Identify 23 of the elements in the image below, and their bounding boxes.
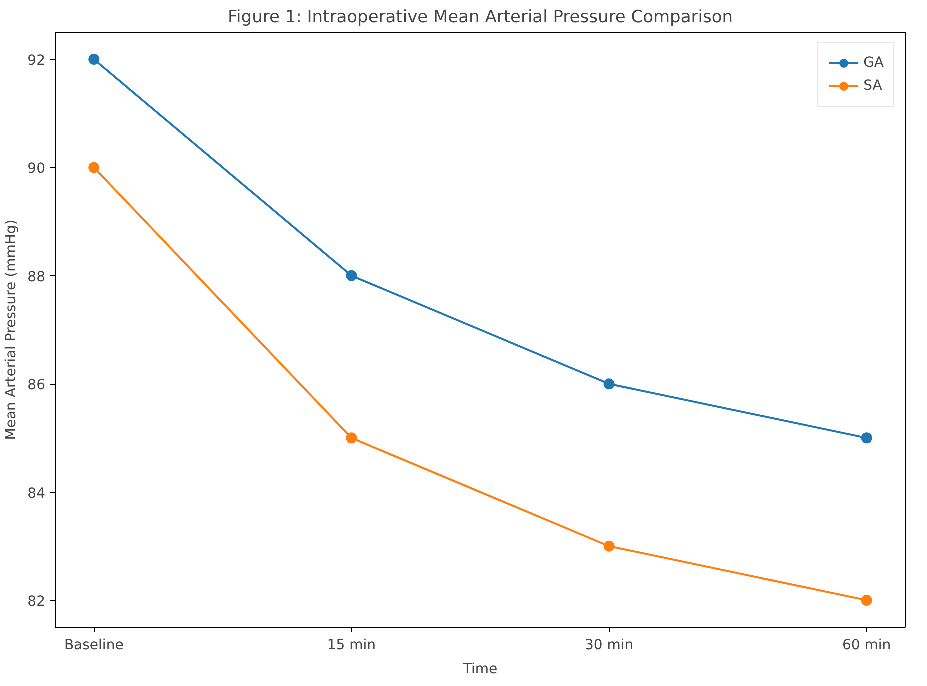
x-axis-title: Time — [462, 662, 498, 678]
point — [88, 162, 100, 174]
y-axis-title: Mean Arterial Pressure (mmHg) — [4, 220, 20, 440]
chart-title: Figure 1: Intraoperative Mean Arterial Pressure Comparison — [228, 8, 734, 28]
point — [861, 432, 872, 444]
point — [604, 378, 615, 390]
point — [861, 594, 872, 606]
y-tick-label: 88 — [28, 269, 46, 286]
x-tick-label: Baseline — [64, 638, 124, 654]
point — [346, 270, 358, 282]
y-tick-label: 84 — [28, 486, 46, 502]
x-tick-label: 60 min — [842, 638, 892, 654]
legend-label: GA — [864, 55, 884, 71]
legend-label: SA — [864, 78, 884, 94]
point — [88, 54, 100, 66]
x-tick-label: 30 min — [584, 638, 634, 654]
y-tick-label: 82 — [28, 594, 46, 610]
y-tick-label: 90 — [28, 161, 46, 178]
point — [604, 540, 615, 552]
point — [346, 432, 358, 444]
y-tick-label: 86 — [28, 378, 46, 394]
y-tick-label: 92 — [28, 53, 46, 70]
x-tick-label: 15 min — [327, 638, 376, 654]
